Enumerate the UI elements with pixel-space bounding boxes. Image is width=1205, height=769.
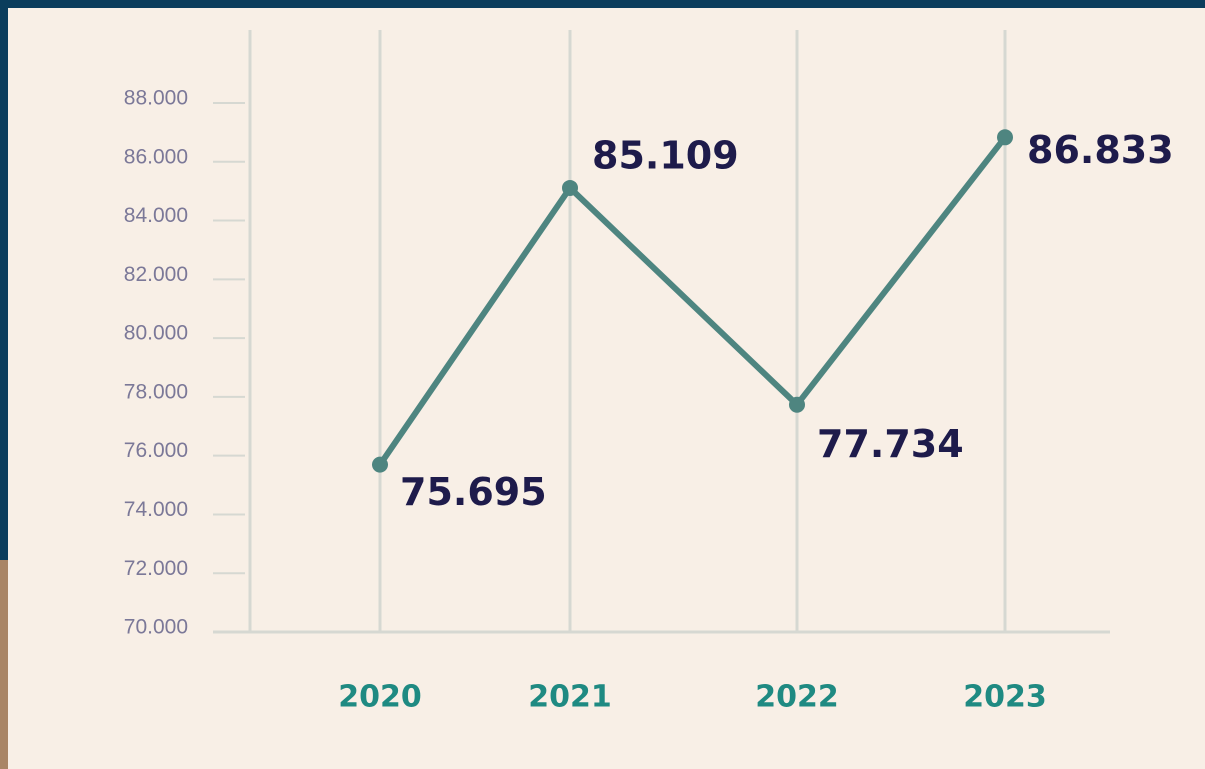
- data-line: [377, 135, 1008, 467]
- y-tick-label: 74.000: [124, 498, 188, 521]
- data-point: [562, 179, 578, 196]
- data-label: 77.734: [817, 422, 964, 466]
- y-tick-label: 72.000: [124, 557, 188, 580]
- y-tick-label: 88.000: [124, 87, 188, 110]
- data-label: 75.695: [400, 470, 547, 514]
- data-label: 86.833: [1027, 128, 1174, 172]
- x-tick-label: 2021: [528, 680, 612, 715]
- y-tick-label: 78.000: [124, 380, 188, 403]
- y-tick-label: 86.000: [124, 145, 188, 168]
- x-tick-label: 2020: [338, 680, 422, 715]
- data-point: [372, 456, 388, 473]
- data-point: [997, 129, 1013, 146]
- x-tick-label: 2023: [963, 680, 1047, 715]
- y-tick-label: 70.000: [124, 616, 188, 639]
- y-tick-label: 80.000: [124, 322, 188, 345]
- x-tick-label: 2022: [755, 680, 839, 715]
- y-tick-label: 76.000: [124, 439, 188, 462]
- data-point: [789, 396, 805, 413]
- y-tick-label: 82.000: [124, 263, 188, 286]
- y-tick-label: 84.000: [124, 204, 188, 227]
- data-label: 85.109: [592, 133, 739, 177]
